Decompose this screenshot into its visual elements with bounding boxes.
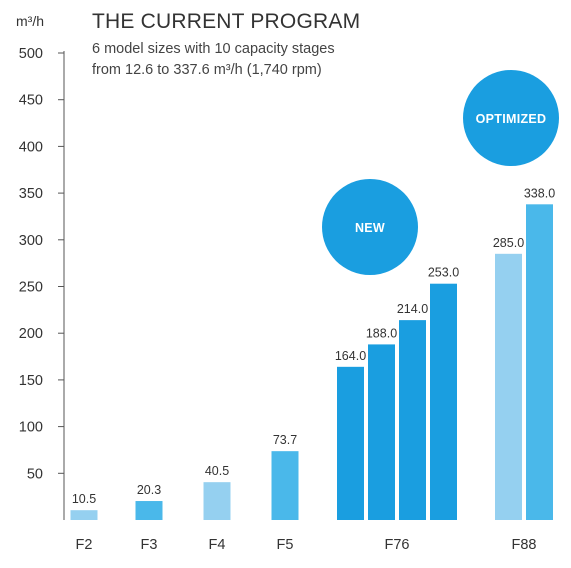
bar-F4-1 (203, 482, 231, 520)
y-tick-label: 150 (19, 373, 43, 389)
bar-F76-1 (337, 366, 364, 520)
chart-subtitle: 6 model sizes with 10 capacity stages fr… (92, 39, 335, 81)
y-tick-label: 100 (19, 420, 43, 436)
bar-F76-2 (368, 344, 395, 520)
bar-F88-2 (526, 204, 553, 521)
category-label-F76: F76 (385, 537, 410, 553)
badge-label: NEW (355, 221, 385, 235)
y-tick-label: 300 (19, 233, 43, 249)
subtitle-line-2: from 12.6 to 337.6 m³/h (1,740 rpm) (92, 62, 322, 78)
bar-value-label: 338.0 (524, 186, 555, 200)
bar-value-label: 40.5 (205, 464, 229, 478)
category-label-F4: F4 (209, 537, 226, 553)
bar-F76-4 (430, 283, 457, 520)
bar-F88-1 (495, 253, 522, 520)
category-label-F88: F88 (512, 537, 537, 553)
bar-value-label: 253.0 (428, 266, 459, 280)
bar-F3-1 (135, 501, 163, 520)
y-tick-label: 50 (27, 466, 43, 482)
y-tick-label: 350 (19, 186, 43, 202)
y-tick-label: 450 (19, 93, 43, 109)
y-tick-label: 250 (19, 280, 43, 296)
badge-new (322, 179, 418, 275)
category-label-F2: F2 (76, 537, 93, 553)
bar-value-label: 73.7 (273, 433, 297, 447)
badge-optimized (463, 70, 559, 166)
y-tick-label: 500 (19, 46, 43, 62)
y-tick-label: 200 (19, 326, 43, 342)
category-label-F3: F3 (141, 537, 158, 553)
bar-F5-1 (271, 451, 299, 520)
y-axis-label: m³/h (16, 13, 44, 29)
badge-label: OPTIMIZED (476, 112, 547, 126)
subtitle-line-1: 6 model sizes with 10 capacity stages (92, 41, 335, 57)
y-tick-label: 400 (19, 139, 43, 155)
chart-title: THE CURRENT PROGRAM (92, 10, 361, 33)
bar-F2-1 (70, 510, 98, 520)
bar-value-label: 164.0 (335, 349, 366, 363)
bar-F76-3 (399, 320, 426, 520)
bar-value-label: 20.3 (137, 483, 161, 497)
bar-value-label: 188.0 (366, 326, 397, 340)
bar-value-label: 10.5 (72, 492, 96, 506)
bar-value-label: 285.0 (493, 236, 524, 250)
bar-value-label: 214.0 (397, 302, 428, 316)
category-label-F5: F5 (277, 537, 294, 553)
